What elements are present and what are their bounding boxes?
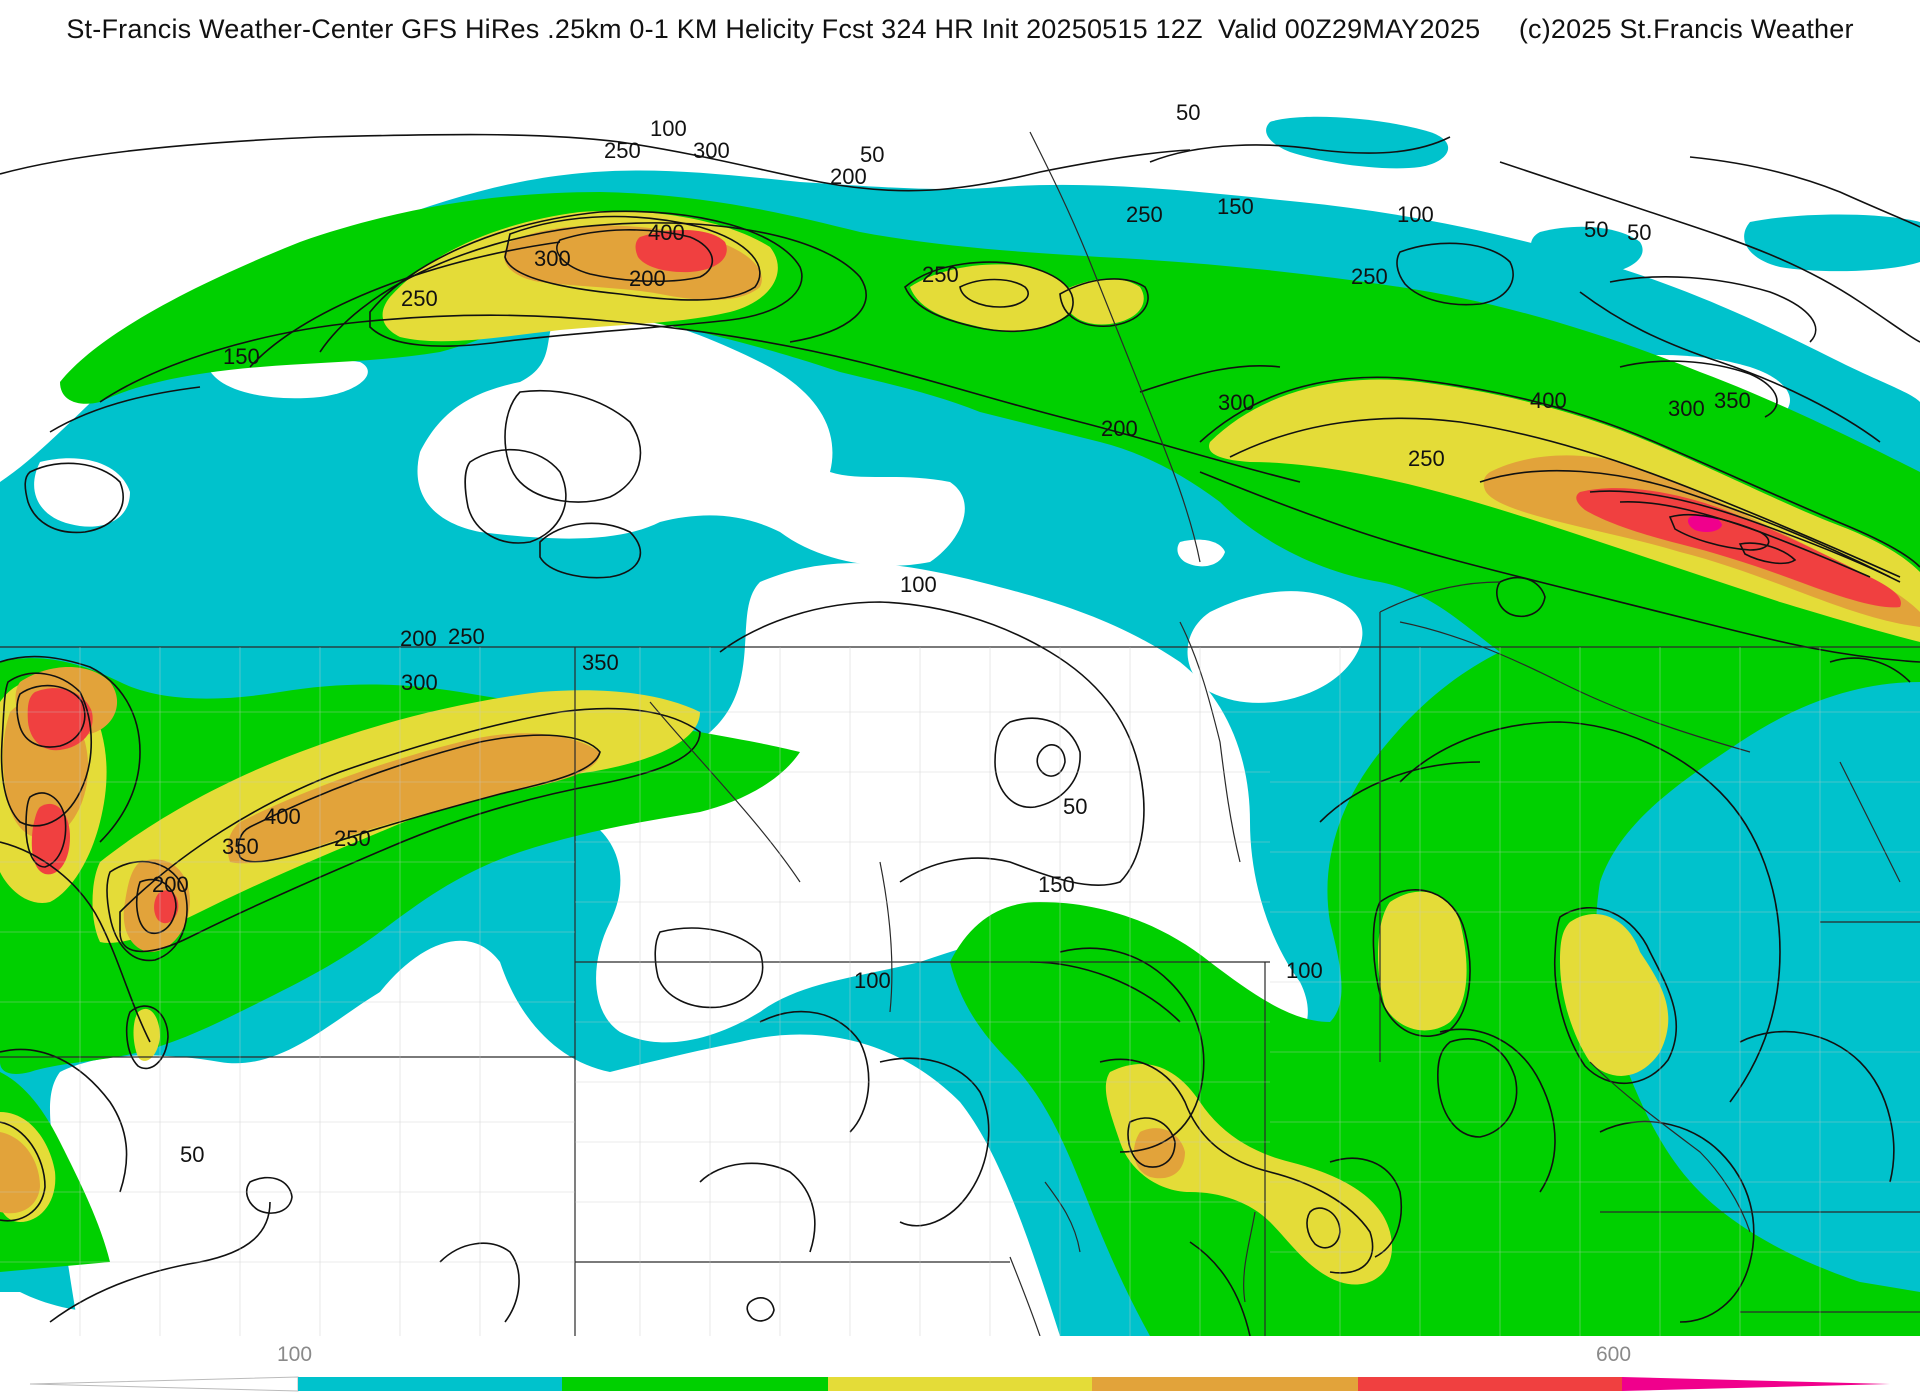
contour-label: 250 xyxy=(401,286,438,311)
contour-label: 200 xyxy=(629,266,666,291)
contour-label: 50 xyxy=(1176,100,1200,125)
contour-label: 400 xyxy=(1530,388,1567,413)
helicity-map: 50 100 250 300 50 200 150 100 50 50 250 … xyxy=(0,62,1920,1336)
contour-label: 50 xyxy=(860,142,884,167)
contour-label: 200 xyxy=(152,872,189,897)
shading-red xyxy=(27,230,1901,924)
contour-label: 50 xyxy=(1584,217,1608,242)
contour-labels: 50 100 250 300 50 200 150 100 50 50 250 … xyxy=(152,100,1751,1167)
colorbar xyxy=(29,1376,1890,1392)
contour-label: 200 xyxy=(830,164,867,189)
contour-label: 300 xyxy=(693,138,730,163)
contour-label: 250 xyxy=(922,262,959,287)
colorbar-segment-yellow xyxy=(828,1377,1092,1391)
contour-label: 250 xyxy=(1126,202,1163,227)
contour-label: 200 xyxy=(1101,416,1138,441)
contour-label: 100 xyxy=(1286,958,1323,983)
contour-label: 250 xyxy=(604,138,641,163)
contour-label: 50 xyxy=(1063,794,1087,819)
contour-label: 300 xyxy=(534,246,571,271)
contour-label: 100 xyxy=(854,968,891,993)
colorbar-tick-label: 100 xyxy=(277,1343,313,1366)
colorbar-segment-white xyxy=(29,1376,299,1392)
contour-label: 400 xyxy=(648,220,685,245)
contour-label: 350 xyxy=(582,650,619,675)
contour-label: 100 xyxy=(650,116,687,141)
contour-label: 300 xyxy=(401,670,438,695)
contour-label: 250 xyxy=(1408,446,1445,471)
colorbar-segment-red xyxy=(1358,1377,1622,1391)
contour-label: 250 xyxy=(1351,264,1388,289)
county-grid xyxy=(0,647,1920,1336)
colorbar-segment-orange xyxy=(1092,1377,1358,1391)
colorbar-tick-label: 600 xyxy=(1596,1343,1632,1366)
contour-label: 350 xyxy=(1714,388,1751,413)
contour-label: 200 xyxy=(400,626,437,651)
map-title: St-Francis Weather-Center GFS HiRes .25k… xyxy=(66,14,1854,44)
political-boundaries xyxy=(0,131,1920,1336)
contour-label: 400 xyxy=(264,804,301,829)
colorbar-segment-green xyxy=(562,1377,828,1391)
contour-label: 100 xyxy=(900,572,937,597)
contour-label: 150 xyxy=(1038,872,1075,897)
contour-label: 50 xyxy=(1627,220,1651,245)
contour-label: 150 xyxy=(223,344,260,369)
contour-label: 250 xyxy=(334,826,371,851)
contour-label: 350 xyxy=(222,834,259,859)
colorbar-segment-magenta xyxy=(1622,1377,1890,1391)
contour-label: 300 xyxy=(1218,390,1255,415)
shading-magenta xyxy=(1687,514,1722,533)
contour-label: 50 xyxy=(180,1142,204,1167)
contour-label: 300 xyxy=(1668,396,1705,421)
contour-label: 150 xyxy=(1217,194,1254,219)
contour-label: 250 xyxy=(448,624,485,649)
colorbar-segment-cyan xyxy=(298,1377,562,1391)
contour-label: 100 xyxy=(1397,202,1434,227)
